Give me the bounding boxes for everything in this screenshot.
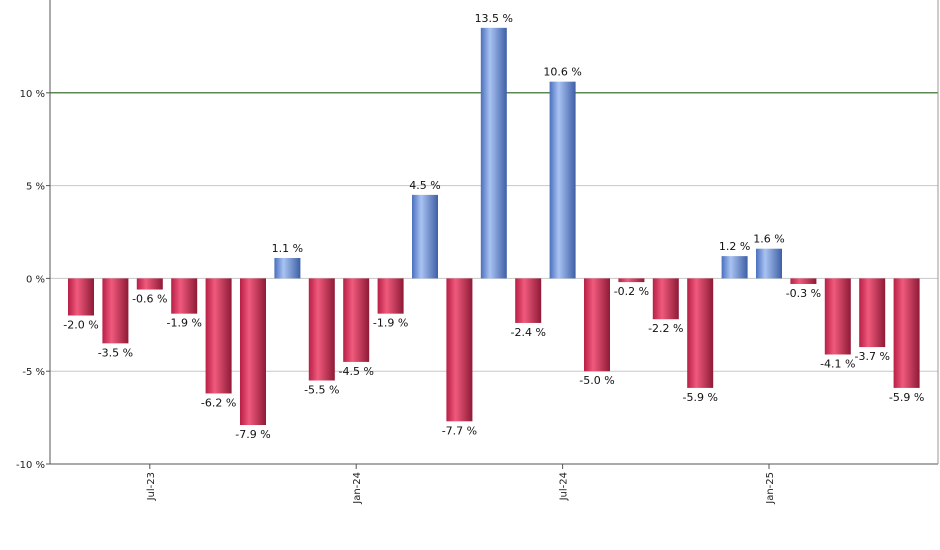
axes-group: -10 % -5 % 0 % 5 % 10 % Jul-23 Jan-24 Jul-24 Jan… — [16, 0, 939, 505]
bar-data-label: 1.6 % — [753, 233, 784, 246]
bar-data-label: -3.7 % — [854, 350, 889, 363]
x-tick-label: Jul-24 — [559, 472, 570, 501]
bar — [171, 278, 198, 314]
bar-data-label: -5.5 % — [304, 383, 339, 396]
bar — [790, 278, 817, 284]
bar — [618, 278, 645, 283]
x-tick-label: Jan-24 — [352, 472, 363, 505]
y-tick-label: 0 % — [26, 274, 45, 285]
bar-data-label: 13.5 % — [475, 12, 513, 25]
bar-data-label: 1.1 % — [272, 242, 303, 255]
bar-data-label: 10.6 % — [543, 66, 581, 79]
bar-data-label: -1.9 % — [373, 317, 408, 330]
data-labels-group: -2.0 % -3.5 % -0.6 % -1.9 % -6.2 % -7.9 % 1.1 … — [63, 12, 924, 441]
bar-data-label: -2.4 % — [510, 326, 545, 339]
bar — [687, 278, 714, 388]
y-tick-label: -5 % — [22, 367, 45, 378]
bar — [824, 278, 851, 355]
bar — [102, 278, 129, 344]
bar-data-label: -4.1 % — [820, 357, 855, 370]
bar — [343, 278, 370, 362]
bars-group — [68, 27, 920, 426]
bar-data-label: -2.2 % — [648, 322, 683, 335]
bar — [377, 278, 404, 314]
bar-data-label: -5.0 % — [579, 374, 614, 387]
bar — [205, 278, 232, 394]
bar — [584, 278, 610, 372]
bar-data-label: -3.5 % — [98, 346, 133, 359]
bar — [240, 278, 266, 426]
bar-data-label: -5.9 % — [889, 391, 924, 404]
bar-data-label: -7.7 % — [442, 424, 477, 437]
bar-data-label: -7.9 % — [235, 428, 270, 441]
bar — [721, 256, 748, 279]
bar — [136, 278, 163, 290]
bar — [859, 278, 886, 348]
bar — [446, 278, 473, 422]
x-tick-label: Jul-23 — [146, 472, 157, 501]
bar — [549, 81, 576, 279]
bar-data-label: -6.2 % — [201, 396, 236, 409]
y-tick-label: 10 % — [20, 89, 45, 100]
bar — [274, 257, 301, 279]
bar-data-label: 1.2 % — [719, 240, 750, 253]
bar — [756, 248, 782, 279]
bar-data-label: -4.5 % — [338, 365, 373, 378]
bar-data-label: -5.9 % — [682, 391, 717, 404]
bar — [893, 278, 920, 388]
bar-data-label: -2.0 % — [63, 319, 98, 332]
bar — [515, 278, 542, 323]
bar — [412, 194, 438, 279]
x-tick-label: Jan-25 — [765, 472, 776, 505]
bar — [68, 278, 94, 316]
y-tick-label: 5 % — [26, 182, 45, 193]
bar-data-label: 4.5 % — [409, 179, 440, 192]
bar — [480, 27, 507, 279]
bar — [308, 278, 335, 381]
bar-data-label: -0.2 % — [614, 285, 649, 298]
bar — [652, 278, 679, 320]
bar-data-label: -0.6 % — [132, 293, 167, 306]
y-tick-label: -10 % — [16, 460, 45, 471]
bar-data-label: -1.9 % — [166, 317, 201, 330]
bar-data-label: -0.3 % — [786, 287, 821, 300]
